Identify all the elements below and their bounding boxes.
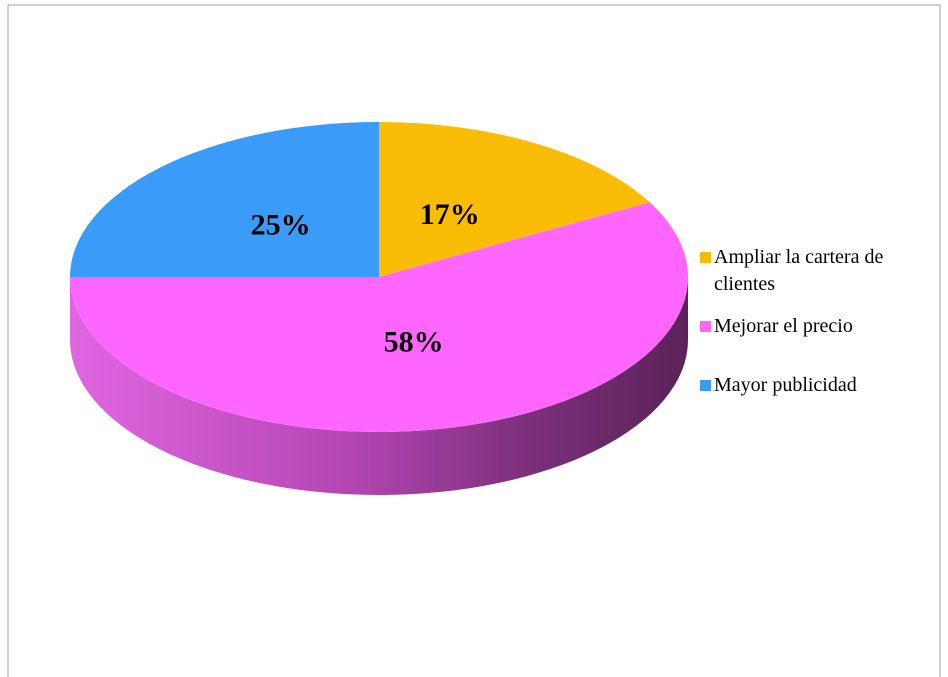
legend-swatch <box>700 252 711 263</box>
data-label: 58% <box>384 325 444 358</box>
pie-slice <box>70 122 379 277</box>
legend-label: Mejorar el precio <box>714 315 853 337</box>
pie-side <box>70 277 688 495</box>
legend-item: Ampliar la cartera de clientes <box>700 244 935 298</box>
legend-item: Mayor publicidad <box>700 372 935 399</box>
legend-swatch <box>700 380 711 391</box>
data-label: 25% <box>251 209 311 242</box>
legend: Ampliar la cartera de clientes Mejorar el… <box>700 244 935 414</box>
legend-label: Mayor publicidad <box>714 374 857 396</box>
legend-item: Mejorar el precio <box>700 313 935 340</box>
legend-swatch <box>700 321 711 332</box>
data-label: 17% <box>420 198 480 231</box>
legend-label: Ampliar la cartera de clientes <box>714 246 884 295</box>
pie-slice <box>379 122 650 277</box>
pie-slice <box>70 202 689 432</box>
